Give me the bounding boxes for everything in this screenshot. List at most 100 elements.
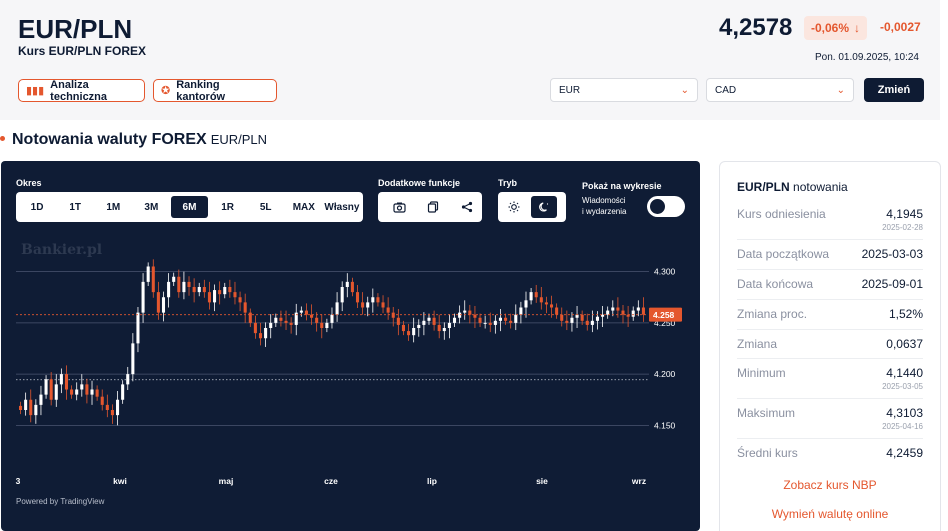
candle-body bbox=[498, 317, 502, 321]
y-tick-label: 4.200 bbox=[654, 369, 676, 379]
candle-body bbox=[269, 322, 273, 328]
moon-icon[interactable] bbox=[531, 196, 557, 218]
candle-body bbox=[575, 314, 579, 318]
candle-body bbox=[156, 292, 160, 313]
stats-row: Maksimum 4,3103 2025-04-16 bbox=[737, 406, 923, 436]
quote-stats-panel: EUR/PLN notowania Kurs odniesienia 4,1945… bbox=[719, 161, 941, 531]
candle-body bbox=[238, 297, 242, 303]
news-label-line-1: Wiadomości bbox=[582, 196, 626, 205]
current-price: 4,2578 bbox=[719, 14, 793, 41]
technical-analysis-button[interactable]: ▮▮▮ Analiza techniczna bbox=[18, 79, 145, 103]
news-events-label: Wiadomości i wydarzenia bbox=[582, 195, 626, 217]
candle-body bbox=[64, 374, 69, 390]
candle-body bbox=[126, 374, 130, 385]
divider bbox=[737, 398, 923, 399]
exchange-ranking-label: Ranking kantorów bbox=[176, 78, 226, 103]
stats-row-label: Zmiana bbox=[737, 337, 778, 351]
divider bbox=[737, 299, 923, 300]
period-button-1m[interactable]: 1M bbox=[106, 201, 121, 213]
candle-body bbox=[172, 276, 176, 282]
period-button-1d[interactable]: 1D bbox=[30, 201, 44, 213]
candle-body bbox=[621, 310, 625, 315]
candle-body bbox=[401, 324, 405, 332]
change-pair-button[interactable]: Zmień bbox=[864, 78, 924, 102]
candle-body bbox=[289, 322, 293, 325]
candle-body bbox=[381, 302, 385, 308]
arrow-down-icon: ↓ bbox=[854, 21, 861, 35]
candle-body bbox=[544, 302, 548, 305]
x-tick-label: lip bbox=[427, 476, 437, 486]
y-tick-label: 4.250 bbox=[654, 318, 676, 328]
candle-body bbox=[585, 320, 589, 325]
stats-title: EUR/PLN notowania bbox=[737, 180, 848, 194]
candle-body bbox=[141, 281, 145, 313]
theme-mode-toggle bbox=[498, 192, 566, 222]
stats-row-value: 4,2459 bbox=[886, 446, 923, 460]
stats-row-value: 0,0637 bbox=[886, 337, 923, 351]
camera-icon[interactable] bbox=[386, 196, 412, 218]
x-tick-label: cze bbox=[324, 476, 338, 486]
candle-body bbox=[340, 287, 344, 303]
candle-body bbox=[570, 317, 574, 323]
period-selector: 1D 1T 1M 3M 6M 1R 5L MAX Własny bbox=[16, 192, 363, 222]
period-button-1t[interactable]: 1T bbox=[69, 201, 81, 213]
period-button-3m[interactable]: 3M bbox=[144, 201, 159, 213]
candle-body bbox=[44, 379, 48, 395]
candle-body bbox=[626, 314, 630, 317]
candle-body bbox=[310, 314, 314, 318]
candle-body bbox=[325, 322, 329, 328]
candle-body bbox=[458, 312, 462, 318]
stats-row-date: 2025-04-16 bbox=[882, 422, 923, 431]
copy-icon[interactable] bbox=[420, 196, 446, 218]
pair-title: EUR/PLN bbox=[18, 14, 133, 44]
candle-body bbox=[447, 322, 451, 328]
candle-body bbox=[580, 314, 584, 321]
exchange-ranking-button[interactable]: ✪ Ranking kantorów bbox=[153, 78, 277, 103]
period-button-6m[interactable]: 6M bbox=[171, 196, 208, 218]
stats-row-label: Maksimum bbox=[737, 406, 796, 420]
stats-row: Minimum 4,1440 2025-03-05 bbox=[737, 366, 923, 396]
period-button-5l[interactable]: 5L bbox=[259, 201, 272, 213]
period-button-1r[interactable]: 1R bbox=[221, 201, 234, 213]
x-tick-label: wrz bbox=[631, 476, 646, 486]
candle-body bbox=[197, 287, 201, 293]
chevron-down-icon: ⌄ bbox=[680, 84, 689, 96]
section-heading: Notowania waluty FOREX EUR/PLN bbox=[0, 131, 267, 149]
candle-body bbox=[437, 324, 441, 332]
candlestick-chart[interactable]: 4.300 4.250 4.200 4.150 4.258 3 kwi maj cze lip si… bbox=[1, 161, 700, 531]
candle-body bbox=[539, 297, 543, 303]
candle-body bbox=[519, 307, 523, 315]
candle-body bbox=[274, 317, 278, 323]
candle-body bbox=[116, 399, 120, 416]
candle-body bbox=[606, 310, 610, 315]
nbp-rate-link[interactable]: Zobacz kurs NBP bbox=[783, 478, 877, 492]
x-tick-label: kwi bbox=[113, 476, 127, 486]
candle-body bbox=[151, 266, 155, 293]
candle-body bbox=[182, 281, 186, 293]
stats-row-label: Data początkowa bbox=[737, 247, 830, 261]
stats-row: Średni kurs 4,2459 bbox=[737, 446, 923, 476]
news-events-toggle[interactable] bbox=[647, 196, 685, 217]
candle-body bbox=[345, 281, 349, 287]
candle-body bbox=[631, 310, 635, 317]
candle-body bbox=[422, 320, 426, 325]
x-tick-label: 3 bbox=[16, 476, 21, 486]
exchange-online-link[interactable]: Wymień walutę online bbox=[771, 507, 889, 521]
candle-body bbox=[534, 292, 538, 298]
stats-row-value: 2025-09-01 bbox=[861, 277, 923, 291]
candle-body bbox=[320, 322, 324, 328]
candle-body bbox=[253, 322, 257, 334]
sun-icon[interactable] bbox=[501, 196, 527, 218]
show-on-chart-label: Pokaż na wykresie bbox=[582, 181, 662, 191]
candle-body bbox=[258, 333, 263, 339]
period-button-własny[interactable]: Własny bbox=[324, 201, 360, 213]
candle-body bbox=[136, 312, 140, 344]
from-currency-select[interactable]: EUR ⌄ bbox=[550, 78, 698, 102]
to-currency-select[interactable]: CAD ⌄ bbox=[706, 78, 854, 102]
stats-row-label: Minimum bbox=[737, 366, 786, 380]
share-icon[interactable] bbox=[454, 196, 480, 218]
extra-functions-group bbox=[378, 192, 482, 222]
candle-body bbox=[641, 307, 645, 315]
period-button-max[interactable]: MAX bbox=[292, 201, 315, 213]
candle-body bbox=[417, 324, 421, 328]
